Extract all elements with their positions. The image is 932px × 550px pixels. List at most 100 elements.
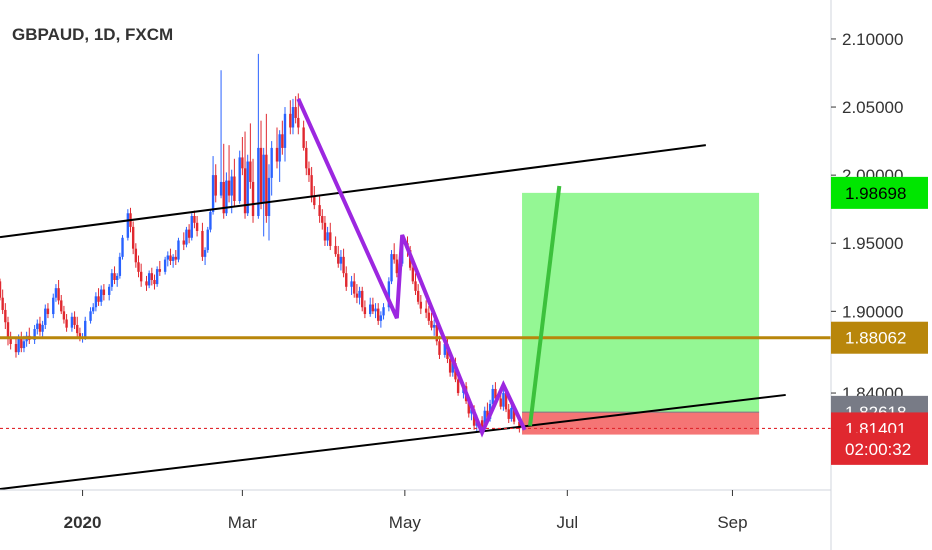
- candle-body: [294, 107, 297, 118]
- price-tag-label: 02:00:32: [845, 440, 911, 459]
- candle-body: [265, 154, 268, 216]
- price-tick-label: 2.05000: [842, 98, 903, 117]
- candle: [369, 297, 372, 317]
- candle: [345, 266, 348, 291]
- candle-body: [115, 275, 119, 280]
- candle: [225, 172, 228, 216]
- abcd-pattern[interactable]: [296, 98, 527, 438]
- candle: [0, 278, 2, 301]
- candle: [432, 319, 436, 336]
- candle: [73, 311, 76, 330]
- candle: [392, 243, 396, 264]
- candle: [294, 96, 297, 124]
- candle: [113, 266, 116, 285]
- support-trendline[interactable]: [0, 393, 786, 491]
- candle: [353, 273, 356, 298]
- candle-body: [289, 113, 292, 128]
- time-axis[interactable]: 2020 Mar May Jul Sep: [64, 490, 748, 532]
- candle-body: [89, 311, 92, 321]
- candle-body: [182, 240, 185, 245]
- candle-body: [131, 226, 135, 249]
- candle-body: [233, 176, 236, 202]
- candle: [6, 316, 10, 346]
- candle-body: [502, 393, 505, 407]
- candle-body: [374, 308, 377, 312]
- time-tick-label: Sep: [717, 513, 747, 532]
- candle: [41, 320, 44, 338]
- candle: [131, 221, 135, 255]
- candle: [424, 300, 428, 319]
- candle-body: [321, 215, 324, 223]
- candle: [92, 303, 95, 315]
- price-tick-label: 1.90000: [842, 302, 903, 321]
- candle: [118, 252, 122, 279]
- candle-body: [36, 323, 39, 330]
- candle-body: [438, 341, 441, 355]
- candle: [4, 303, 7, 330]
- candle: [137, 255, 140, 278]
- chart-title: GBPAUD, 1D, FXCM: [12, 25, 173, 44]
- candle: [377, 303, 380, 325]
- candle: [36, 319, 39, 335]
- candle-body: [139, 271, 143, 282]
- candle: [251, 158, 255, 223]
- price-tag: 1.98698: [831, 176, 928, 209]
- candle-body: [424, 308, 428, 313]
- candle: [241, 137, 244, 176]
- candle: [249, 123, 252, 189]
- candle-body: [190, 215, 193, 238]
- candle: [334, 236, 337, 257]
- candle-body: [17, 338, 20, 353]
- candle: [20, 331, 23, 353]
- candle: [153, 274, 156, 290]
- candle: [147, 270, 151, 289]
- candle-body: [430, 320, 433, 328]
- candle-body: [108, 286, 111, 295]
- resistance-trendline[interactable]: [0, 144, 706, 239]
- candle: [329, 222, 332, 251]
- candle: [270, 141, 273, 196]
- candle: [169, 248, 172, 266]
- candle-body: [41, 324, 44, 332]
- candle-body: [326, 232, 329, 241]
- candle: [382, 303, 385, 320]
- candle-body: [283, 113, 287, 148]
- candle: [379, 311, 383, 328]
- candle-body: [270, 147, 273, 178]
- candle: [219, 70, 223, 199]
- candle-body: [118, 256, 122, 276]
- candle-body: [195, 222, 199, 231]
- candle-body: [102, 289, 106, 295]
- candle-body: [155, 269, 159, 285]
- candle: [108, 284, 111, 301]
- candle-body: [369, 304, 372, 315]
- candle-body: [297, 117, 300, 128]
- candle-body: [419, 301, 423, 309]
- candle-body: [211, 175, 215, 212]
- time-tick-label: Mar: [228, 513, 258, 532]
- candle-body: [153, 280, 156, 285]
- candle-body: [451, 363, 454, 373]
- candle: [265, 113, 268, 223]
- price-tag-label: 1.88062: [845, 329, 906, 348]
- candle-body: [281, 134, 284, 148]
- candle-body: [174, 256, 177, 260]
- candle-body: [206, 229, 209, 251]
- candle: [14, 338, 18, 358]
- candle-body: [219, 181, 223, 196]
- candle-body: [227, 180, 231, 196]
- candle-body: [22, 341, 26, 349]
- candle-body: [187, 229, 191, 238]
- candle-body: [313, 195, 316, 206]
- candle-body: [416, 290, 420, 302]
- candle: [227, 145, 231, 203]
- candle-body: [379, 315, 383, 321]
- candle-body: [246, 161, 249, 214]
- candle-body: [494, 388, 497, 399]
- candle: [76, 316, 79, 338]
- projection-arrow[interactable]: [528, 185, 562, 426]
- candle-body: [76, 324, 79, 334]
- candle: [233, 158, 236, 207]
- candle-body: [510, 408, 513, 419]
